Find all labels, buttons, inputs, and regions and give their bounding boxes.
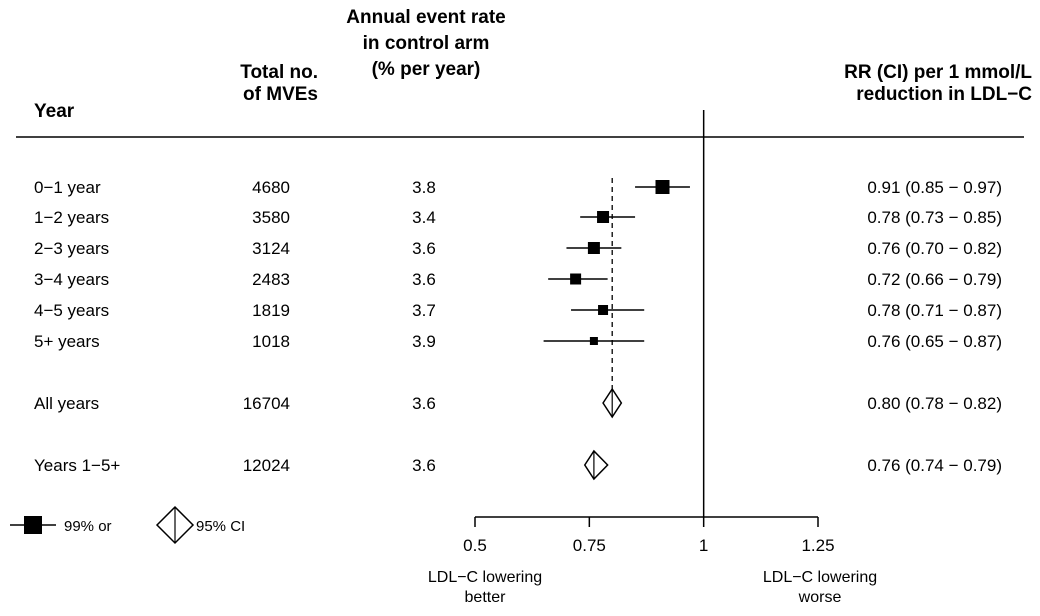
row-label: 3−4 years (34, 270, 109, 289)
header-rate-line2: in control arm (362, 33, 490, 54)
row-label: All years (34, 394, 99, 413)
legend-square-label: 99% or (64, 518, 112, 535)
row-rate: 3.6 (412, 456, 436, 475)
row-total: 2483 (252, 270, 290, 289)
header-total-line2: of MVEs (243, 84, 318, 105)
ci-diamond (583, 449, 609, 481)
row-label: 5+ years (34, 332, 100, 351)
row-ci-text: 0.76 (0.70 − 0.82) (867, 239, 1002, 258)
row-ci-text: 0.72 (0.66 − 0.79) (867, 270, 1002, 289)
header-total-line1: Total no. (240, 62, 318, 83)
row-total: 4680 (252, 178, 290, 197)
row-label: Years 1−5+ (34, 456, 120, 475)
row-ci-text: 0.91 (0.85 − 0.97) (867, 178, 1002, 197)
axis-label-better-line1: LDL−C lowering (427, 569, 543, 586)
header-rr-line2: reduction in LDL−C (856, 84, 1032, 105)
x-tick-label: 1 (699, 536, 708, 555)
row-total: 3124 (252, 239, 290, 258)
row-ci-text: 0.76 (0.74 − 0.79) (867, 456, 1002, 475)
legend-square-marker (24, 516, 42, 534)
row-rate: 3.8 (412, 178, 436, 197)
axis-label-better: LDL−C lowering better (385, 568, 585, 608)
axis-label-better-line2: better (464, 589, 506, 606)
axis-label-worse: LDL−C lowering worse (720, 568, 920, 608)
point-estimate-square (597, 211, 610, 223)
point-estimate-square (598, 305, 609, 315)
row-ci-text: 0.78 (0.73 − 0.85) (867, 208, 1002, 227)
axis-label-worse-line1: LDL−C lowering (762, 569, 878, 586)
row-rate: 3.7 (412, 301, 436, 320)
row-ci-text: 0.76 (0.65 − 0.87) (867, 332, 1002, 351)
header-rr-line1: RR (CI) per 1 mmol/L (844, 62, 1032, 83)
row-total: 1819 (252, 301, 290, 320)
row-label: 4−5 years (34, 301, 109, 320)
row-total: 3580 (252, 208, 290, 227)
axis-label-worse-line2: worse (798, 589, 842, 606)
row-rate: 3.6 (412, 394, 436, 413)
row-total: 1018 (252, 332, 290, 351)
row-label: 2−3 years (34, 239, 109, 258)
header-year: Year (34, 101, 75, 122)
header-rate: Annual event rate in control arm (% per … (318, 7, 534, 81)
row-total: 16704 (243, 394, 290, 413)
row-label: 0−1 year (34, 178, 101, 197)
legend-diamond-label: 95% CI (196, 518, 246, 535)
point-estimate-square (655, 180, 670, 194)
header-rate-line3: (% per year) (371, 59, 481, 80)
row-rate: 3.6 (412, 239, 436, 258)
row-rate: 3.4 (412, 208, 436, 227)
point-estimate-square (589, 337, 598, 345)
row-label: 1−2 years (34, 208, 109, 227)
x-tick-label: 1.25 (801, 536, 834, 555)
row-total: 12024 (243, 456, 290, 475)
row-ci-text: 0.78 (0.71 − 0.87) (867, 301, 1002, 320)
header-total: Total no. of MVEs (196, 62, 318, 106)
point-estimate-square (587, 242, 600, 254)
row-rate: 3.6 (412, 270, 436, 289)
header-rr: RR (CI) per 1 mmol/L reduction in LDL−C (740, 62, 1032, 106)
x-tick-label: 0.75 (573, 536, 606, 555)
header-rate-line1: Annual event rate (346, 7, 506, 28)
point-estimate-square (570, 273, 582, 285)
row-rate: 3.9 (412, 332, 436, 351)
x-tick-label: 0.5 (463, 536, 487, 555)
row-ci-text: 0.80 (0.78 − 0.82) (867, 394, 1002, 413)
